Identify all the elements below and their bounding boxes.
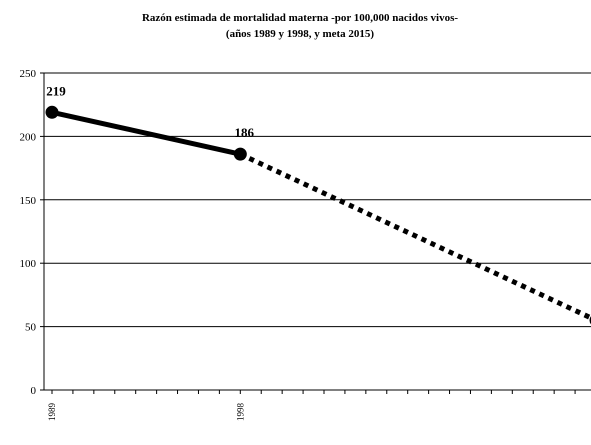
x-tick-label: 1998 (235, 403, 245, 422)
axes: 05010015020025019891998Meta 2015 (20, 68, 591, 422)
y-tick-label: 250 (20, 68, 37, 80)
y-tick-label: 50 (25, 322, 37, 334)
series-line-dotted (239, 151, 591, 321)
chart-subtitle: (años 1989 y 1998, y meta 2015) (226, 28, 375, 40)
series (45, 105, 591, 325)
y-tick-label: 200 (20, 131, 37, 143)
y-tick-label: 0 (31, 385, 37, 397)
y-tick-label: 100 (20, 258, 37, 270)
chart-title: Razón estimada de mortalidad materna -po… (142, 12, 458, 24)
y-tick-label: 150 (20, 195, 37, 207)
data-labels: 21918655 (46, 83, 255, 140)
gridlines (44, 72, 591, 328)
series-line-solid (51, 109, 241, 157)
data-point (45, 105, 59, 119)
x-tick-label: 1989 (47, 403, 57, 422)
data-label: 186 (235, 125, 255, 140)
data-point (233, 147, 247, 161)
data-label: 219 (46, 83, 66, 98)
